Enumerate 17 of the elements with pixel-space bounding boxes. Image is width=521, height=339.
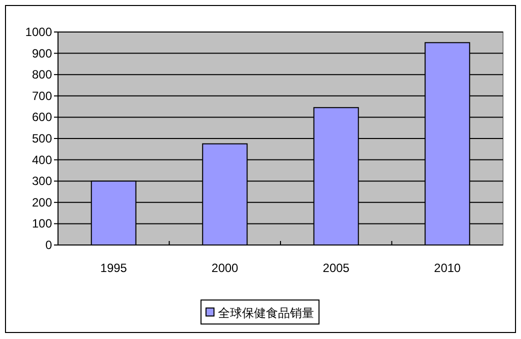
y-tick-label: 800	[32, 68, 52, 82]
x-tick-label: 1995	[100, 261, 128, 275]
y-tick-label: 100	[32, 216, 52, 231]
y-tick-label: 1000	[25, 25, 52, 39]
legend: 全球保健食品销量	[200, 300, 320, 324]
y-tick-label: 400	[32, 152, 52, 167]
y-tick-label: 700	[32, 88, 52, 103]
y-tick-label: 500	[32, 132, 52, 146]
y-tick-label: 900	[32, 46, 52, 60]
y-tick-label: 200	[32, 195, 52, 210]
y-tick-label: 300	[32, 174, 52, 188]
x-tick-label: 2010	[434, 261, 462, 275]
x-tick-label: 2000	[212, 261, 239, 275]
y-tick-label: 0	[45, 238, 52, 252]
y-tick-label: 600	[32, 110, 52, 124]
x-tick-label: 2005	[322, 261, 350, 275]
legend-label: 全球保健食品销量	[218, 306, 314, 320]
